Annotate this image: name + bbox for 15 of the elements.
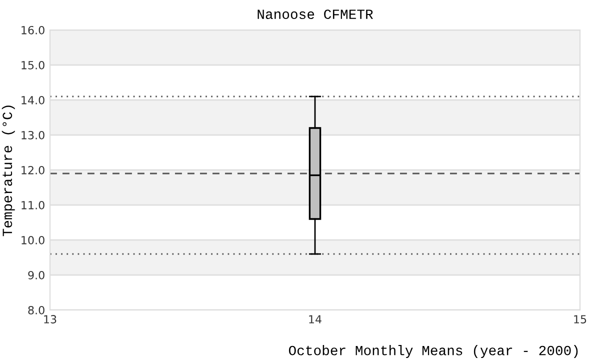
- x-tick-label: 13: [44, 315, 56, 324]
- y-axis-title: Temperature (°C): [2, 106, 15, 236]
- y-tick-label: 8.0: [28, 306, 44, 314]
- y-tick-label: 13.0: [22, 130, 44, 140]
- x-tick-label: 15: [574, 315, 586, 324]
- y-tick-label: 11.0: [22, 200, 44, 210]
- y-tick-label: 10.0: [22, 236, 44, 244]
- y-tick-label: 9.0: [28, 270, 44, 280]
- chart-title: Nanoose CFMETR: [258, 10, 373, 20]
- y-tick-label: 16.0: [22, 26, 44, 34]
- y-tick-label: 15.0: [22, 60, 44, 70]
- y-tick-label: 14.0: [22, 96, 44, 104]
- x-axis-title: October Monthly Means (year - 2000): [288, 345, 578, 358]
- y-tick-label: 12.0: [22, 166, 44, 174]
- x-tick-label: 14: [309, 315, 322, 324]
